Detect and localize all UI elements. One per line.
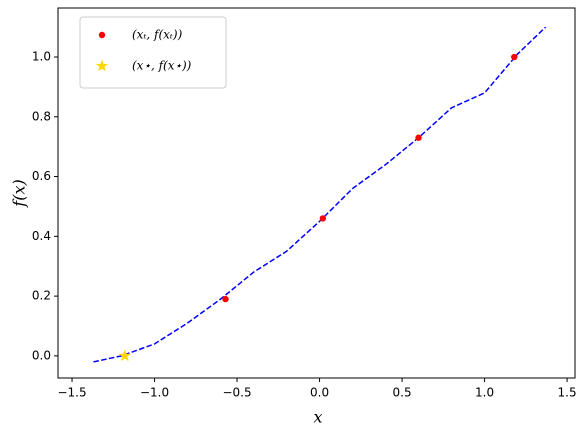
curve [93,26,547,363]
x-axis-label: x [313,408,322,427]
legend-marker [95,59,109,72]
y-tick-label: 0.8 [32,109,51,123]
x-tick-label: −1.0 [140,386,169,400]
y-axis-label: f(x) [10,179,29,207]
plot-frame [57,7,576,379]
x-tick-label: 1.0 [475,386,494,400]
legend-marker [98,31,106,39]
legend-box [79,16,227,89]
point [511,53,518,61]
y-tick-label: 0.2 [32,289,51,303]
legend-label: (xₜ, f(xₜ)) [132,28,183,42]
point [415,134,422,141]
point [118,349,132,362]
x-tick-label: 0.5 [393,386,412,400]
legend-label: (x⋆, f(x⋆)) [132,59,192,73]
y-tick-label: 0.6 [32,169,51,183]
point [319,215,327,222]
y-tick-label: 1.0 [32,50,51,64]
x-tick-label: −1.5 [57,386,86,400]
point [222,295,229,303]
x-tick-label: 1.5 [558,386,577,400]
x-tick-label: −0.5 [222,386,251,400]
x-tick-label: 0.0 [310,386,329,400]
y-tick-label: 0.0 [32,348,51,362]
y-tick-label: 0.4 [32,229,51,243]
